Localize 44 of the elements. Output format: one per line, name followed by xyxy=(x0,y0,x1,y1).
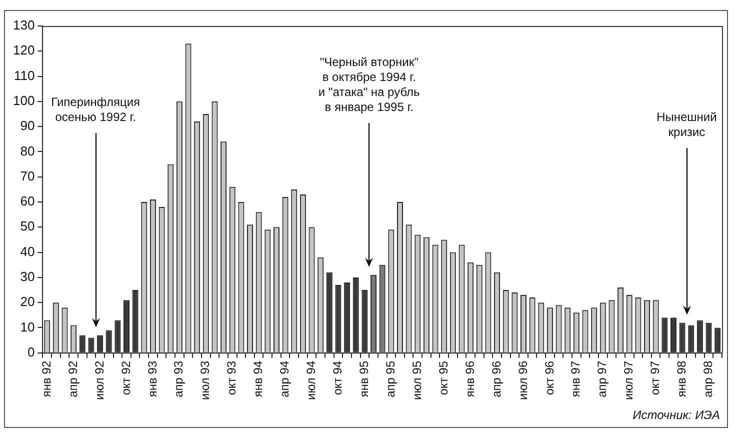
x-tick-label: окт 95 xyxy=(436,360,450,396)
x-tick-label: июл 93 xyxy=(198,360,212,400)
x-tick-label: янв 94 xyxy=(251,360,266,398)
x-tick-label: окт 92 xyxy=(118,360,133,396)
y-tick-label: 60 xyxy=(20,194,35,209)
y-tick-label: 30 xyxy=(20,269,35,284)
y-tick-label: 50 xyxy=(20,218,35,234)
x-tick-label: апр 95 xyxy=(383,360,398,398)
x-tick-label: окт 94 xyxy=(330,360,345,396)
x-tick-label: апр 93 xyxy=(172,360,186,398)
x-tick-label: июл 95 xyxy=(410,360,424,400)
y-tick-label: 110 xyxy=(14,68,35,83)
y-tick-label: 40 xyxy=(20,244,35,259)
y-tick-label: 100 xyxy=(12,93,35,108)
y-tick-label: 10 xyxy=(20,319,35,334)
x-tick-label: июл 94 xyxy=(304,360,318,400)
x-tick-label: янв 96 xyxy=(462,360,477,398)
x-tick-label: апр 97 xyxy=(595,360,610,398)
x-tick-label: окт 97 xyxy=(648,360,662,396)
x-tick-label: янв 92 xyxy=(39,360,54,398)
x-tick-label: июл 96 xyxy=(516,360,530,400)
y-tick-label: 80 xyxy=(20,143,35,158)
annotation: "Черный вторник" в октябре 1994 г. и "атака" на рубль в январе 1995 г. xyxy=(317,55,421,115)
x-tick-label: июл 92 xyxy=(92,360,106,400)
x-tick-label: апр 94 xyxy=(278,360,292,398)
x-tick-label: окт 93 xyxy=(224,360,239,396)
x-tick-label: апр 96 xyxy=(489,360,504,398)
x-tick-label: янв 97 xyxy=(568,360,583,398)
text: Источник: ИЭА xyxy=(632,408,720,423)
y-tick-label: 0 xyxy=(27,344,35,360)
y-tick-label: 70 xyxy=(20,168,35,184)
y-tick-label: 20 xyxy=(20,294,35,310)
x-tick-label: июл 97 xyxy=(622,360,636,400)
y-tick-label: 130 xyxy=(12,18,35,33)
x-tick-label: окт 96 xyxy=(542,360,556,396)
y-tick-label: 90 xyxy=(20,118,35,134)
x-tick-label: янв 98 xyxy=(674,360,689,398)
annotation: Нынешний кризис xyxy=(656,110,718,140)
x-tick-label: янв 93 xyxy=(145,360,160,398)
x-tick-label: апр 92 xyxy=(66,360,80,398)
x-tick-label: янв 95 xyxy=(357,360,372,398)
annotation: Гиперинфляция осенью 1992 г. xyxy=(51,95,140,124)
y-tick-label: 120 xyxy=(12,42,35,58)
x-tick-label: апр 98 xyxy=(701,360,716,398)
